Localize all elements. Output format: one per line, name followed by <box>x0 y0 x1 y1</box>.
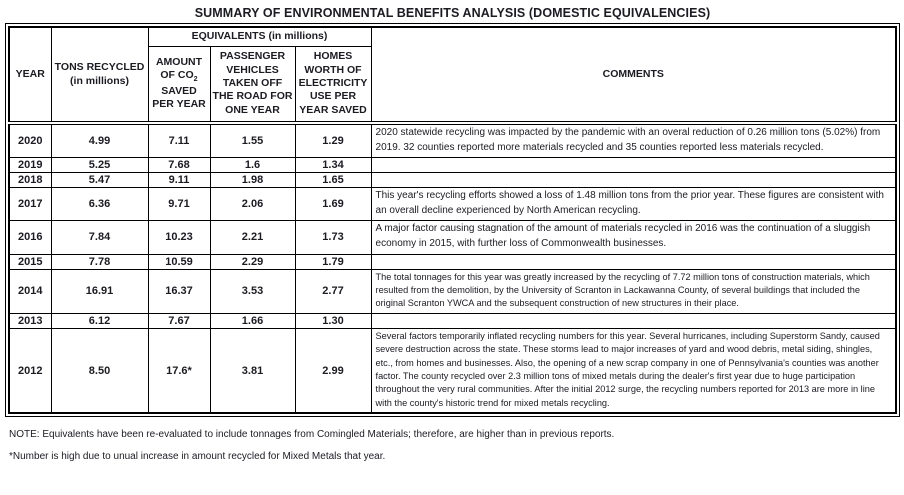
note-asterisk: *Number is high due to unual increase in… <box>9 451 386 463</box>
homes-cell: 2.77 <box>294 268 372 314</box>
vehicles-cell: 1.98 <box>209 172 296 189</box>
page-title: SUMMARY OF ENVIRONMENTAL BENEFITS ANALYS… <box>194 6 711 20</box>
table-row: 2020 4.99 7.11 1.55 1.29 2020 statewide recyc… <box>8 122 897 159</box>
co2-cell: 9.71 <box>147 187 211 222</box>
table-row: 2015 7.78 10.59 2.29 1.79 <box>8 253 897 270</box>
co2-cell: 10.59 <box>147 253 211 270</box>
co2-cell: 7.68 <box>147 157 211 174</box>
table-row: 2012 8.50 17.6* 3.81 2.99 Several factors tem… <box>8 327 897 414</box>
table-row: 2013 6.12 7.67 1.66 1.30 <box>8 312 897 329</box>
col-header-passenger-vehicles: PASSENGER VEHICLES TAKEN OFF THE ROAD FO… <box>209 45 296 125</box>
vehicles-cell: 2.29 <box>209 253 296 270</box>
table-row: 2016 7.84 10.23 2.21 1.73 A major factor caus… <box>8 220 897 255</box>
benefits-table: YEAR TONS RECYCLED (in millions) EQUIVAL… <box>8 26 897 415</box>
year-cell: 2015 <box>8 253 52 270</box>
table-body: 2020 4.99 7.11 1.55 1.29 2020 statewide recyc… <box>8 122 897 414</box>
vehicles-cell: 3.81 <box>209 327 296 414</box>
year-cell: 2016 <box>8 220 52 255</box>
vehicles-cell: 3.53 <box>209 268 296 314</box>
tons-cell: 6.36 <box>50 187 149 222</box>
year-cell: 2012 <box>8 327 52 414</box>
comment-cell <box>370 312 897 329</box>
table-row: 2018 5.47 9.11 1.98 1.65 <box>8 172 897 189</box>
comment-cell: This year's recycling efforts showed a l… <box>370 187 897 222</box>
homes-cell: 1.30 <box>294 312 372 329</box>
col-header-homes-electricity: HOMES WORTH OF ELECTRICITY USE PER YEAR … <box>294 45 372 125</box>
col-header-equivalents: EQUIVALENTS (in millions) <box>147 26 372 47</box>
year-cell: 2020 <box>8 122 52 159</box>
year-cell: 2013 <box>8 312 52 329</box>
note-equivalents: NOTE: Equivalents have been re-evaluated… <box>9 429 615 441</box>
tons-cell: 6.12 <box>50 312 149 329</box>
co2-cell: 9.11 <box>147 172 211 189</box>
vehicles-cell: 1.66 <box>209 312 296 329</box>
header-row-top: YEAR TONS RECYCLED (in millions) EQUIVAL… <box>8 26 897 125</box>
homes-cell: 1.29 <box>294 122 372 159</box>
col-header-comments: COMMENTS <box>370 26 897 125</box>
vehicles-cell: 2.21 <box>209 220 296 255</box>
table-header: YEAR TONS RECYCLED (in millions) EQUIVAL… <box>8 26 897 125</box>
col-header-tons-recycled: TONS RECYCLED (in millions) <box>50 26 149 125</box>
table-row: 2019 5.25 7.68 1.6 1.34 <box>8 157 897 174</box>
col-header-year: YEAR <box>8 26 52 125</box>
vehicles-cell: 2.06 <box>209 187 296 222</box>
tons-cell: 5.25 <box>50 157 149 174</box>
homes-cell: 1.79 <box>294 253 372 270</box>
tons-cell: 5.47 <box>50 172 149 189</box>
year-cell: 2014 <box>8 268 52 314</box>
footnotes: NOTE: Equivalents have been re-evaluated… <box>5 417 900 462</box>
comment-cell: 2020 statewide recycling was impacted by… <box>370 122 897 159</box>
co2-cell: 17.6* <box>147 327 211 414</box>
tons-cell: 16.91 <box>50 268 149 314</box>
tons-cell: 8.50 <box>50 327 149 414</box>
vehicles-cell: 1.55 <box>209 122 296 159</box>
co2-header-text-tail: SAVED PER YEAR <box>152 84 206 111</box>
tons-cell: 4.99 <box>50 122 149 159</box>
tons-cell: 7.84 <box>50 220 149 255</box>
co2-subscript: 2 <box>193 75 198 84</box>
co2-cell: 7.67 <box>147 312 211 329</box>
year-cell: 2018 <box>8 172 52 189</box>
header-row-sub: AMOUNT OF CO2 SAVED PER YEAR PASSENGER V… <box>9 45 896 125</box>
homes-cell: 1.73 <box>294 220 372 255</box>
co2-cell: 16.37 <box>147 268 211 314</box>
benefits-table-border: YEAR TONS RECYCLED (in millions) EQUIVAL… <box>5 23 900 418</box>
comment-cell <box>370 172 897 189</box>
homes-cell: 1.69 <box>294 187 372 222</box>
comment-cell <box>370 253 897 270</box>
homes-cell: 1.65 <box>294 172 372 189</box>
co2-cell: 7.11 <box>147 122 211 159</box>
comment-cell: Several factors temporarily inflated rec… <box>370 327 897 414</box>
year-cell: 2019 <box>8 157 52 174</box>
comment-cell <box>370 157 897 174</box>
comment-cell: A major factor causing stagnation of the… <box>370 220 897 255</box>
col-header-co2-saved: AMOUNT OF CO2 SAVED PER YEAR <box>147 45 211 125</box>
year-cell: 2017 <box>8 187 52 222</box>
homes-cell: 1.34 <box>294 157 372 174</box>
tons-cell: 7.78 <box>50 253 149 270</box>
homes-cell: 2.99 <box>294 327 372 414</box>
comment-cell: The total tonnages for this year was gre… <box>370 268 897 314</box>
co2-header-text: AMOUNT OF CO <box>155 55 203 82</box>
co2-cell: 10.23 <box>147 220 211 255</box>
table-row: 2017 6.36 9.71 2.06 1.69 This year's recyclin… <box>8 187 897 222</box>
table-row: 2014 16.91 16.37 3.53 2.77 The total tonnages… <box>8 268 897 314</box>
vehicles-cell: 1.6 <box>209 157 296 174</box>
